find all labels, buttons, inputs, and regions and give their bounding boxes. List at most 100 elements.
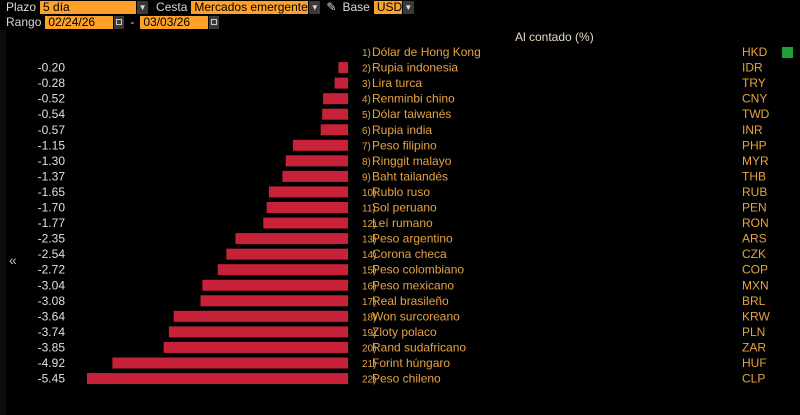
currency-code: ARS xyxy=(742,232,767,246)
value-label: -3.74 xyxy=(38,325,66,339)
value-label: -0.20 xyxy=(38,61,66,75)
category-label: Rand sudafricano xyxy=(372,340,466,354)
value-label: -5.45 xyxy=(38,372,66,386)
rank-label: 8) xyxy=(362,157,371,168)
value-label: -4.92 xyxy=(38,356,66,370)
bar xyxy=(334,77,348,89)
currency-code: RON xyxy=(742,216,769,230)
toolbar: Plazo 5 día ▼ Cesta Mercados emergente ▼… xyxy=(0,0,800,30)
category-label: Sol peruano xyxy=(372,201,437,215)
bar xyxy=(282,170,348,182)
cesta-label: Cesta xyxy=(156,0,188,14)
base-label: Base xyxy=(342,0,370,14)
category-label: Real brasileño xyxy=(372,294,449,308)
plazo-dropdown-icon[interactable]: ▼ xyxy=(137,0,149,14)
bar xyxy=(285,155,348,167)
category-label: Corona checa xyxy=(372,247,447,261)
value-label: -2.54 xyxy=(38,247,66,261)
rank-label: 12) xyxy=(362,219,376,230)
currency-code: BRL xyxy=(742,294,766,308)
category-label: Lira turca xyxy=(372,76,422,90)
currency-code: COP xyxy=(742,263,768,277)
rank-label: 9) xyxy=(362,172,371,183)
rank-label: 15) xyxy=(362,266,376,277)
bar xyxy=(266,202,348,213)
category-label: Peso filipino xyxy=(372,138,437,152)
rank-label: 19) xyxy=(362,328,376,339)
category-label: Ringgit malayo xyxy=(372,154,452,168)
rank-label: 14) xyxy=(362,250,376,261)
base-select[interactable]: USD xyxy=(373,0,402,14)
category-label: Peso colombiano xyxy=(372,263,464,277)
value-label: -1.30 xyxy=(38,154,66,168)
rank-label: 11) xyxy=(362,204,376,215)
bar xyxy=(87,373,348,385)
bar xyxy=(268,186,348,198)
toolbar-row-2: Rango 02/24/26 - 03/03/26 xyxy=(6,15,220,29)
category-label: Forint húngaro xyxy=(372,356,450,370)
currency-code: MYR xyxy=(742,154,769,168)
base-dropdown-icon[interactable]: ▼ xyxy=(402,0,414,14)
category-label: Leí rumano xyxy=(372,216,433,230)
plazo-select[interactable]: 5 día xyxy=(40,0,137,14)
category-label: Peso argentino xyxy=(372,232,453,246)
category-label: Renminbi chino xyxy=(372,92,455,106)
rank-label: 13) xyxy=(362,235,376,246)
bar xyxy=(320,124,348,136)
bar xyxy=(263,217,348,229)
currency-code: PHP xyxy=(742,138,767,152)
rank-label: 17) xyxy=(362,297,376,308)
currency-code: MXN xyxy=(742,278,769,292)
category-label: Won surcoreano xyxy=(372,309,460,323)
currency-code: TWD xyxy=(742,107,770,121)
collapse-chevron-icon[interactable]: « xyxy=(9,252,17,268)
bar xyxy=(322,108,348,120)
bar xyxy=(323,93,348,105)
currency-code: HKD xyxy=(742,45,768,59)
rank-label: 6) xyxy=(362,126,371,137)
range-end-calendar-icon[interactable] xyxy=(209,15,220,29)
positive-indicator xyxy=(782,47,793,58)
range-separator: - xyxy=(130,15,135,29)
category-label: Rublo ruso xyxy=(372,185,430,199)
value-label: -2.72 xyxy=(38,263,66,277)
value-label: -1.15 xyxy=(38,138,66,152)
value-label: -1.65 xyxy=(38,185,66,199)
value-label: -1.70 xyxy=(38,201,66,215)
currency-code: CNY xyxy=(742,92,767,106)
bar xyxy=(200,295,348,307)
category-label: Dólar de Hong Kong xyxy=(372,45,481,59)
category-label: Rupia india xyxy=(372,123,432,137)
category-label: Dólar taiwanés xyxy=(372,107,451,121)
bar xyxy=(173,310,348,322)
bar xyxy=(235,233,348,245)
value-label: -3.04 xyxy=(38,278,66,292)
rank-label: 20) xyxy=(362,343,376,354)
currency-code: CLP xyxy=(742,372,765,386)
rank-label: 1) xyxy=(362,48,371,59)
currency-code: KRW xyxy=(742,309,770,323)
bar xyxy=(112,357,348,369)
cesta-select[interactable]: Mercados emergente xyxy=(191,0,309,14)
value-label: -1.37 xyxy=(38,169,66,183)
currency-code: ZAR xyxy=(742,340,766,354)
rank-label: 10) xyxy=(362,188,376,199)
plazo-label: Plazo xyxy=(6,0,37,14)
edit-pencil-icon[interactable]: ✎ xyxy=(326,0,337,14)
category-label: Baht tailandés xyxy=(372,169,448,183)
value-label: -2.35 xyxy=(38,232,66,246)
cesta-dropdown-icon[interactable]: ▼ xyxy=(309,0,321,14)
bar xyxy=(202,279,348,291)
range-start-input[interactable]: 02/24/26 xyxy=(45,15,114,29)
toolbar-row-1: Plazo 5 día ▼ Cesta Mercados emergente ▼… xyxy=(6,0,422,14)
rank-label: 2) xyxy=(362,64,371,75)
currency-code: THB xyxy=(742,169,766,183)
range-end-input[interactable]: 03/03/26 xyxy=(140,15,209,29)
rank-label: 21) xyxy=(362,359,376,370)
range-start-calendar-icon[interactable] xyxy=(114,15,125,29)
currency-code: INR xyxy=(742,123,763,137)
value-label: -3.08 xyxy=(38,294,66,308)
value-label: -0.57 xyxy=(38,123,66,137)
rank-label: 5) xyxy=(362,110,371,121)
